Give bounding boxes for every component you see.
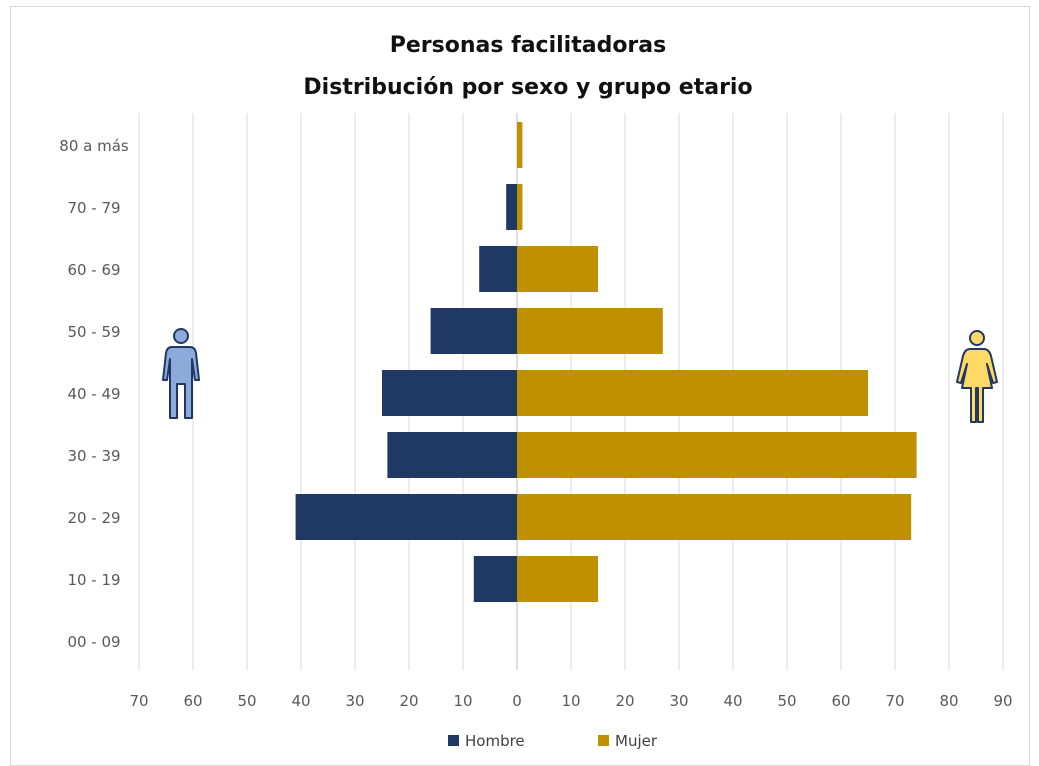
bar-mujer (517, 432, 917, 478)
x-tick-label: 10 (453, 692, 472, 710)
x-tick-label: 20 (399, 692, 418, 710)
x-tick-label: 90 (993, 692, 1012, 710)
male-person-icon (162, 328, 200, 419)
x-tick-label: 10 (561, 692, 580, 710)
legend-swatch-hombre (448, 735, 459, 746)
chart-subtitle: Distribución por sexo y grupo etario (303, 75, 752, 100)
bar-hombre (479, 246, 517, 292)
chart-title: Personas facilitadoras (390, 33, 666, 58)
category-label: 30 - 39 (67, 447, 120, 465)
x-tick-label: 50 (237, 692, 256, 710)
category-label: 60 - 69 (67, 261, 120, 279)
x-tick-label: 70 (129, 692, 148, 710)
bar-mujer (517, 246, 598, 292)
bar-mujer (517, 494, 912, 540)
x-tick-label: 80 (939, 692, 958, 710)
category-label: 50 - 59 (67, 323, 120, 341)
bars (295, 122, 917, 602)
x-tick-label: 40 (723, 692, 742, 710)
legend-label-mujer: Mujer (615, 732, 658, 750)
category-label: 20 - 29 (67, 509, 120, 527)
x-tick-label: 70 (885, 692, 904, 710)
category-label: 10 - 19 (67, 571, 120, 589)
legend-swatch-mujer (598, 735, 609, 746)
x-tick-label: 60 (831, 692, 850, 710)
bar-hombre (387, 432, 517, 478)
bar-mujer (517, 370, 868, 416)
legend-label-hombre: Hombre (465, 732, 525, 750)
female-person-icon (956, 330, 998, 423)
category-label: 80 a más (59, 137, 129, 155)
x-tick-label: 20 (615, 692, 634, 710)
bar-hombre (473, 556, 517, 602)
category-labels: 80 a más 70 - 79 60 - 69 50 - 59 40 - 49 30 -… (59, 137, 129, 651)
x-tick-label: 60 (183, 692, 202, 710)
bar-hombre (382, 370, 517, 416)
bar-mujer (517, 556, 598, 602)
x-tick-label: 30 (669, 692, 688, 710)
category-label: 70 - 79 (67, 199, 120, 217)
bar-hombre (295, 494, 517, 540)
legend: Hombre Mujer (448, 732, 658, 750)
x-tick-label: 40 (291, 692, 310, 710)
x-tick-label: 30 (345, 692, 364, 710)
bar-mujer (517, 122, 523, 168)
bar-mujer (517, 308, 663, 354)
bar-hombre (506, 184, 517, 230)
bar-mujer (517, 184, 523, 230)
x-tick-labels: 70 60 50 40 30 20 10 0 10 20 30 40 50 60 70 80 90 (129, 692, 1012, 710)
x-tick-label: 0 (512, 692, 522, 710)
bar-hombre (430, 308, 517, 354)
category-label: 40 - 49 (67, 385, 120, 403)
category-label: 00 - 09 (67, 633, 120, 651)
x-tick-label: 50 (777, 692, 796, 710)
